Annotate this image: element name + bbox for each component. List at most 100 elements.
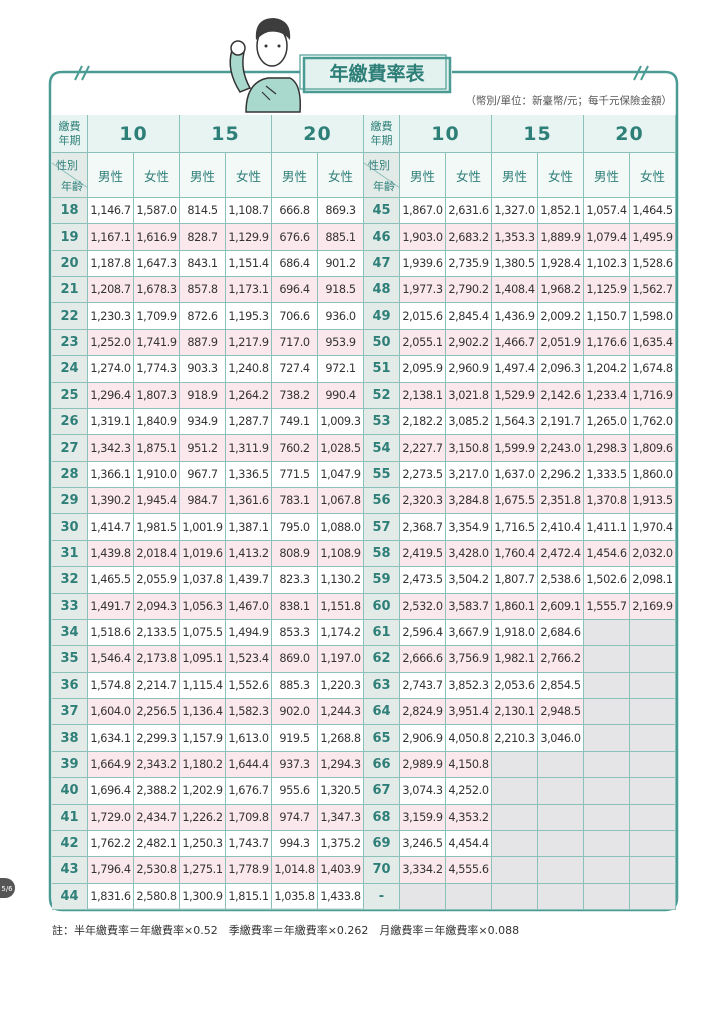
rate-cell: 1,502.6	[584, 567, 630, 594]
age-cell: 45	[364, 198, 400, 225]
rate-cell: 1,676.7	[226, 778, 272, 805]
empty-cell	[538, 857, 584, 884]
rate-cell: 1,439.7	[226, 567, 272, 594]
rate-table: 繳費 年期 10 15 20 繳費 年期 10 15 20 性別 年齡 男性 女性 男性 女性 男性 女性 性別…	[52, 115, 676, 910]
rate-cell: 2,096.3	[538, 356, 584, 383]
rate-cell: 3,217.0	[446, 461, 492, 489]
rate-cell: 1,174.2	[318, 619, 364, 647]
rate-cell: 1,067.8	[318, 488, 364, 515]
rate-cell: 1,370.8	[584, 488, 630, 515]
rate-cell: 1,408.4	[492, 277, 538, 304]
rate-cell: 1,587.0	[134, 198, 180, 225]
rate-cell: 1,035.8	[272, 883, 318, 910]
rate-cell: 1,675.5	[492, 488, 538, 515]
rate-cell: 1,217.9	[226, 329, 272, 357]
rate-cell: 696.4	[272, 277, 318, 304]
rate-cell: 3,951.4	[446, 699, 492, 726]
age-cell: 25	[52, 382, 88, 409]
rate-cell: 887.9	[180, 329, 226, 357]
empty-cell	[630, 699, 676, 726]
rate-cell: 2,790.2	[446, 277, 492, 304]
age-cell: 51	[364, 356, 400, 383]
age-label: 年齡	[61, 180, 83, 193]
rate-cell: 1,265.0	[584, 408, 630, 436]
rate-cell: 857.8	[180, 277, 226, 304]
rate-cell: 1,970.4	[630, 514, 676, 541]
period-header: 10	[88, 115, 180, 153]
rate-cell: 1,696.4	[88, 778, 134, 805]
rate-cell: 1,774.3	[134, 356, 180, 383]
empty-cell	[584, 751, 630, 779]
age-label: 年齡	[373, 180, 395, 193]
rate-cell: 1,613.0	[226, 725, 272, 752]
rate-cell: 4,050.8	[446, 725, 492, 752]
rate-cell: 2,053.6	[492, 672, 538, 700]
empty-cell	[538, 830, 584, 858]
rate-cell: 869.3	[318, 198, 364, 225]
empty-cell	[584, 857, 630, 884]
rate-cell: 1,497.4	[492, 356, 538, 383]
rate-cell: 1,380.5	[492, 250, 538, 278]
rate-cell: 1,466.7	[492, 329, 538, 357]
rate-cell: 1,968.2	[538, 277, 584, 304]
age-cell: 49	[364, 303, 400, 330]
rate-cell: 2,854.5	[538, 672, 584, 700]
rate-cell: 1,366.1	[88, 461, 134, 489]
rate-cell: 1,903.0	[400, 224, 446, 251]
rate-cell: 2,256.5	[134, 699, 180, 726]
rate-cell: 3,756.9	[446, 646, 492, 673]
rate-cell: 1,939.6	[400, 250, 446, 278]
empty-cell	[584, 619, 630, 647]
rate-cell: 1,151.8	[318, 593, 364, 620]
rate-cell: 4,555.6	[446, 857, 492, 884]
age-cell: 33	[52, 593, 88, 620]
rate-cell: 974.7	[272, 804, 318, 831]
empty-cell	[584, 778, 630, 805]
rate-cell: 1,674.8	[630, 356, 676, 383]
rate-cell: 2,098.1	[630, 567, 676, 594]
rate-cell: 2,130.1	[492, 699, 538, 726]
age-cell: 67	[364, 778, 400, 805]
rate-cell: 1,454.6	[584, 540, 630, 568]
rate-cell: 1,495.9	[630, 224, 676, 251]
empty-cell	[630, 778, 676, 805]
age-cell: 52	[364, 382, 400, 409]
rate-cell: 1,226.2	[180, 804, 226, 831]
rate-cell: 2,169.9	[630, 593, 676, 620]
rate-cell: 1,555.7	[584, 593, 630, 620]
page-number: 5/6	[1, 885, 13, 893]
sex-header: 女性	[446, 153, 492, 198]
rate-cell: 3,334.2	[400, 857, 446, 884]
rate-cell: 2,684.6	[538, 619, 584, 647]
age-cell: 37	[52, 699, 88, 726]
rate-cell: 1,634.1	[88, 725, 134, 752]
age-cell: 53	[364, 408, 400, 436]
rate-cell: 2,018.4	[134, 540, 180, 568]
rate-cell: 1,433.8	[318, 883, 364, 910]
rate-cell: 1,353.3	[492, 224, 538, 251]
age-cell: 18	[52, 198, 88, 225]
rate-cell: 1,678.3	[134, 277, 180, 304]
rate-cell: 1,204.2	[584, 356, 630, 383]
rate-cell: 1,860.0	[630, 461, 676, 489]
age-cell: 63	[364, 672, 400, 700]
rate-cell: 901.2	[318, 250, 364, 278]
empty-cell	[492, 883, 538, 910]
rate-cell: 2,368.7	[400, 514, 446, 541]
age-cell: 42	[52, 830, 88, 858]
rate-cell: 1,760.4	[492, 540, 538, 568]
rate-cell: 1,564.3	[492, 408, 538, 436]
sex-label: 性別	[56, 159, 78, 172]
sex-header: 女性	[226, 153, 272, 198]
empty-cell	[492, 857, 538, 884]
rate-cell: 951.2	[180, 435, 226, 462]
age-cell: 35	[52, 646, 88, 673]
rate-cell: 1,582.3	[226, 699, 272, 726]
rate-cell: 1,860.1	[492, 593, 538, 620]
rate-cell: 1,088.0	[318, 514, 364, 541]
rate-cell: 1,311.9	[226, 435, 272, 462]
age-cell: 34	[52, 619, 88, 647]
rate-cell: 1,233.4	[584, 382, 630, 409]
rate-cell: 2,351.8	[538, 488, 584, 515]
